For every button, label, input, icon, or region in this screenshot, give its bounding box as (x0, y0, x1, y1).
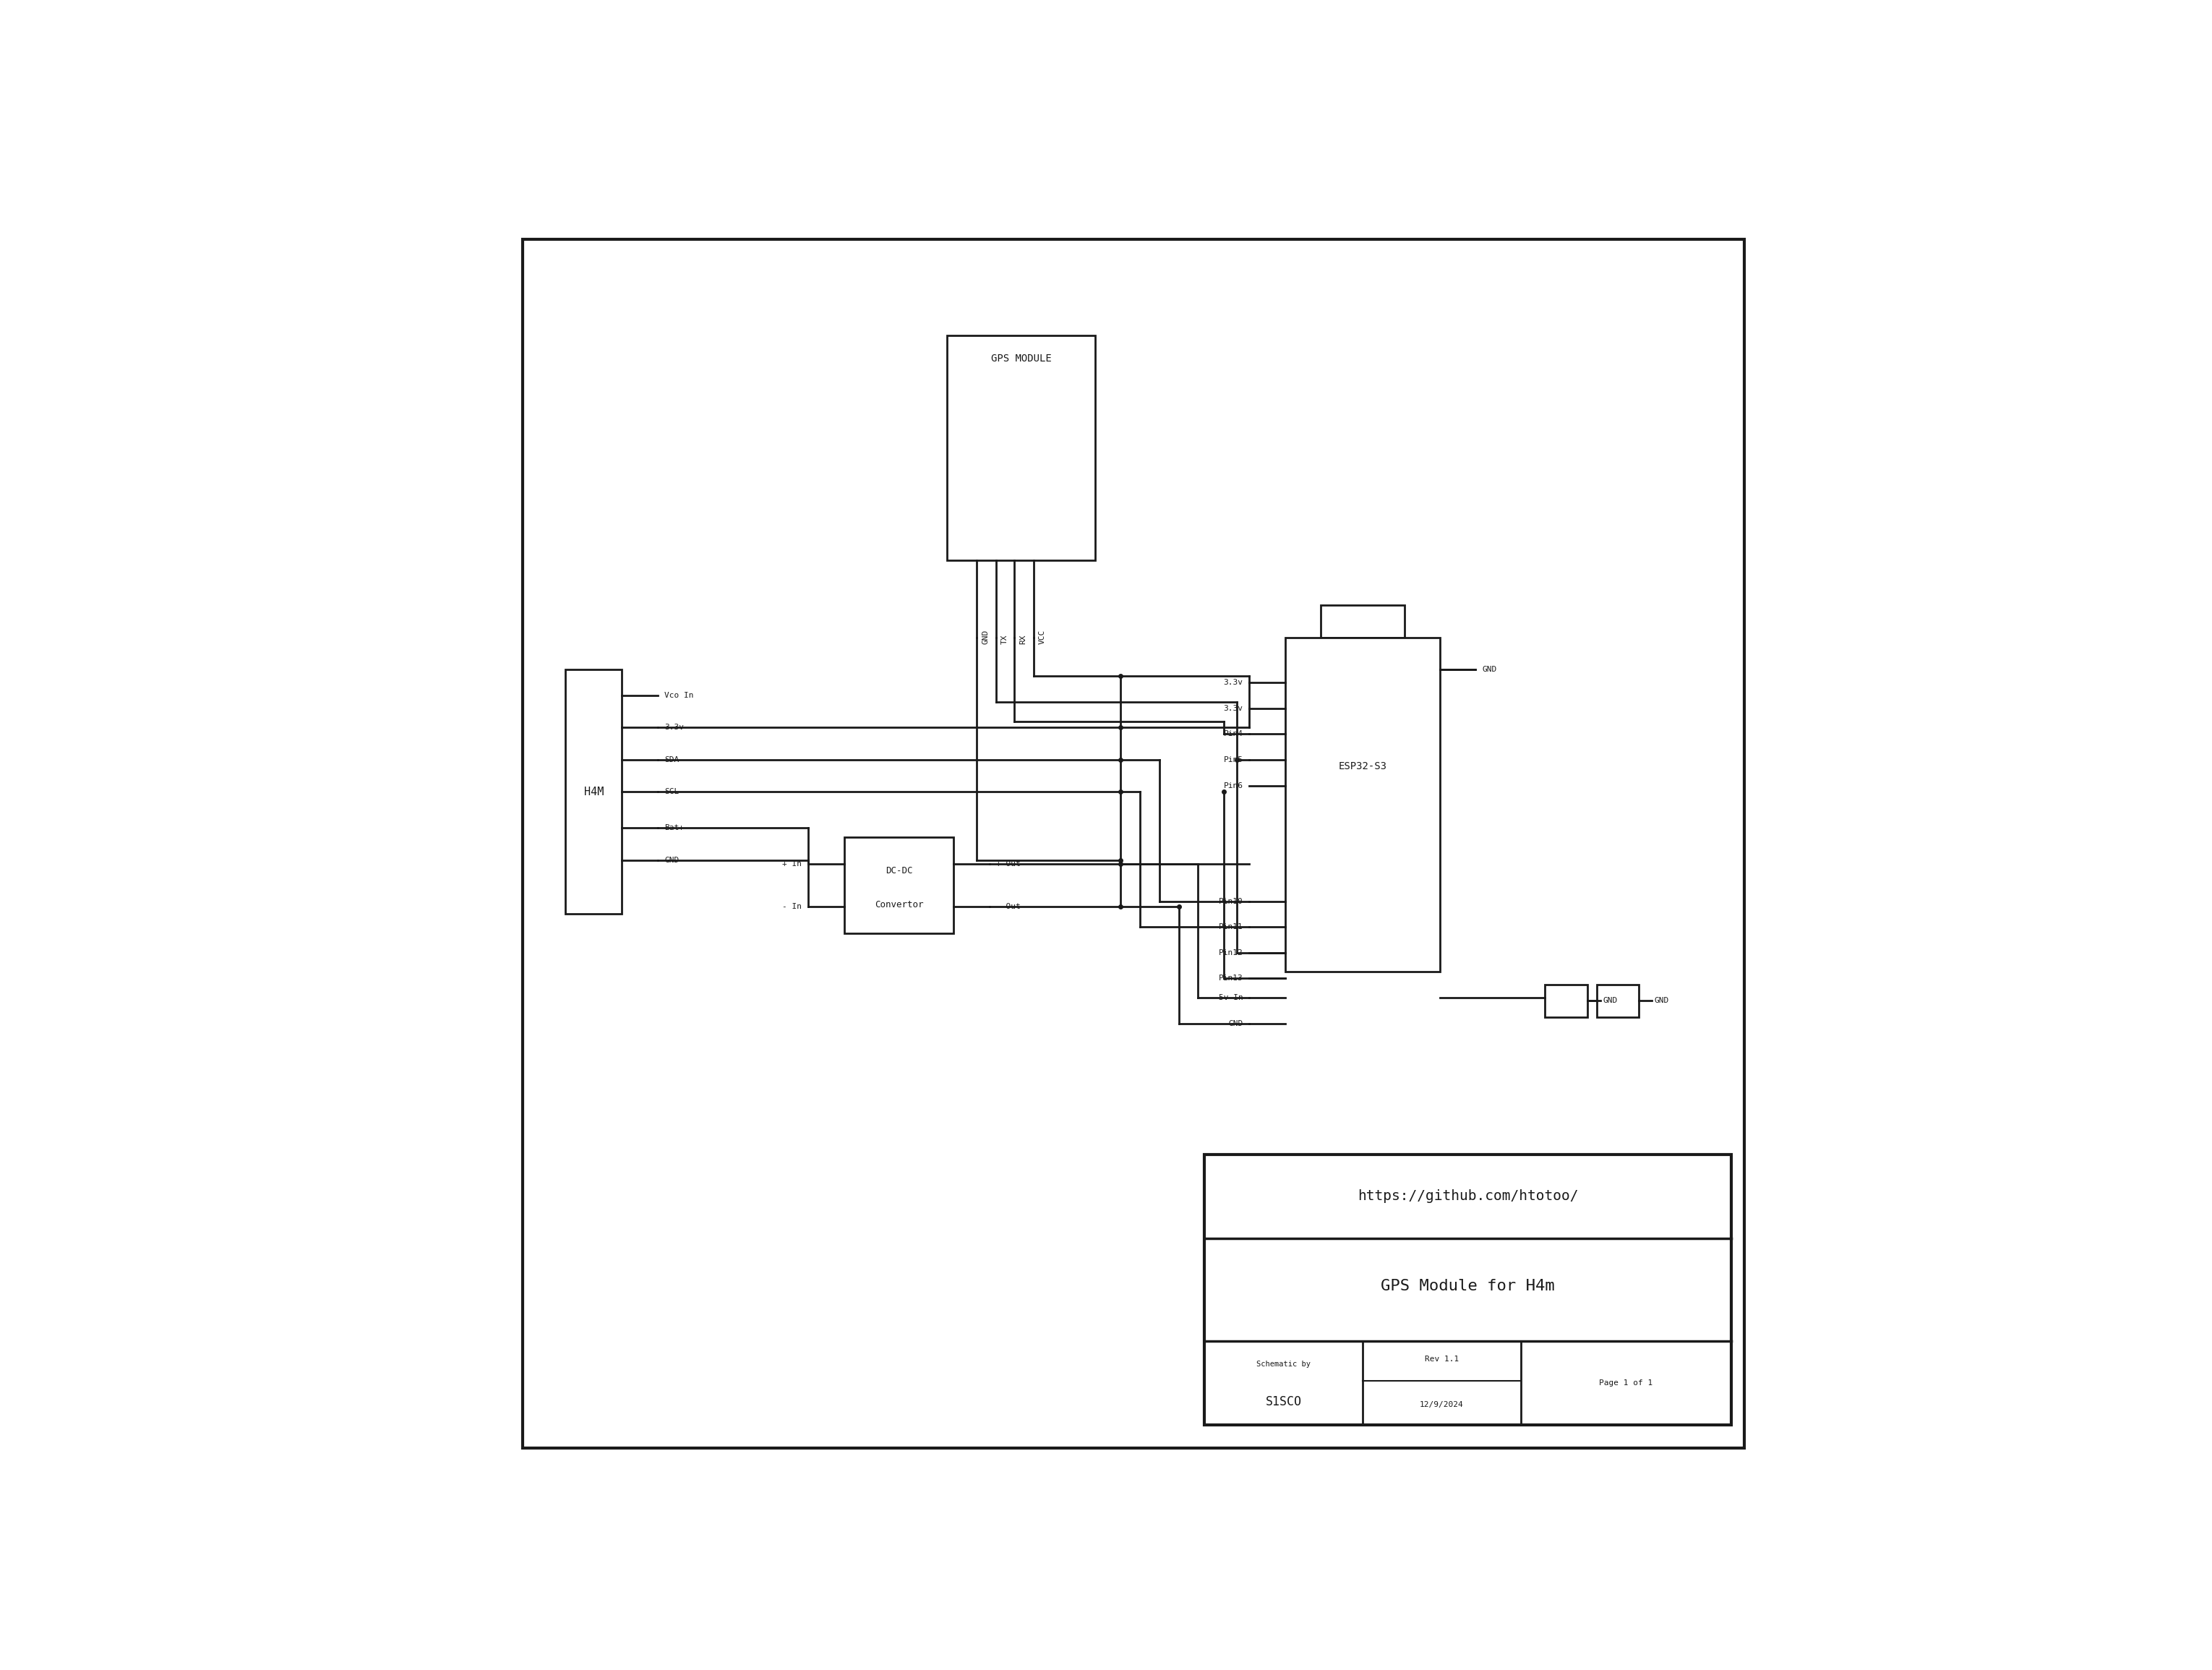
Text: Pin6: Pin6 (1223, 782, 1243, 790)
Text: 3.3v: 3.3v (664, 725, 684, 731)
Text: Schematic by: Schematic by (1256, 1361, 1310, 1368)
Text: Convertor: Convertor (874, 900, 922, 908)
Text: SCL: SCL (664, 788, 679, 795)
Text: Rev 1.1: Rev 1.1 (1425, 1356, 1458, 1363)
Text: GND: GND (664, 857, 679, 863)
Text: 5v In: 5v In (1219, 994, 1243, 1002)
Text: Vco In: Vco In (664, 691, 695, 700)
Text: SDA: SDA (664, 757, 679, 763)
Text: Pin10: Pin10 (1219, 897, 1243, 905)
Bar (1285, 638, 1440, 972)
Text: GND: GND (1604, 997, 1617, 1004)
Bar (566, 670, 622, 913)
Text: GND: GND (982, 630, 989, 645)
Text: - Out: - Out (995, 903, 1020, 910)
Text: Pin13: Pin13 (1219, 975, 1243, 982)
Bar (845, 837, 953, 934)
Text: Pin4: Pin4 (1223, 730, 1243, 738)
Text: S1SCO: S1SCO (1265, 1396, 1301, 1408)
Text: RX: RX (1020, 635, 1026, 645)
Text: DC-DC: DC-DC (885, 867, 914, 875)
Text: https://github.com/htotoo/: https://github.com/htotoo/ (1358, 1189, 1579, 1202)
Text: H4M: H4M (584, 787, 604, 797)
Text: TX: TX (1002, 635, 1009, 645)
Text: GPS Module for H4m: GPS Module for H4m (1380, 1279, 1555, 1294)
Text: + Out: + Out (995, 860, 1020, 867)
Text: 3.3v: 3.3v (1223, 705, 1243, 711)
Text: Bat+: Bat+ (664, 825, 684, 832)
Text: Page 1 of 1: Page 1 of 1 (1599, 1379, 1652, 1386)
Bar (1203, 1154, 1732, 1425)
Bar (1546, 985, 1588, 1017)
Text: GPS MODULE: GPS MODULE (991, 354, 1051, 364)
Bar (1321, 606, 1405, 638)
Text: Pin5: Pin5 (1223, 757, 1243, 763)
Text: 3.3v: 3.3v (1223, 680, 1243, 686)
Bar (947, 336, 1095, 561)
Text: GND: GND (1482, 666, 1498, 673)
Bar (1597, 985, 1639, 1017)
Text: + In: + In (783, 860, 803, 867)
Text: Pin12: Pin12 (1219, 949, 1243, 957)
Text: GND: GND (1655, 997, 1670, 1004)
Text: VCC: VCC (1037, 630, 1046, 645)
Text: GND: GND (1228, 1020, 1243, 1027)
Text: Pin11: Pin11 (1219, 924, 1243, 930)
Text: - In: - In (783, 903, 803, 910)
Text: ESP32-S3: ESP32-S3 (1338, 762, 1387, 772)
Text: 12/9/2024: 12/9/2024 (1420, 1401, 1464, 1408)
